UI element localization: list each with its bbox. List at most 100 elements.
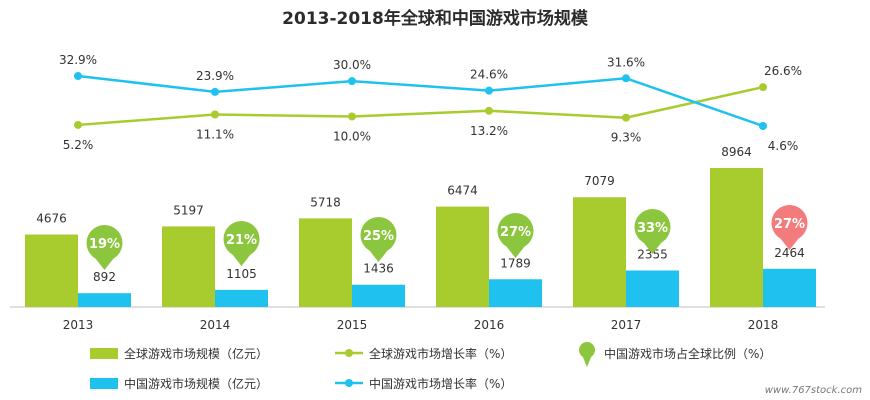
line-value-label: 13.2% <box>470 124 508 138</box>
line-point <box>759 122 767 130</box>
legend-label: 中国游戏市场增长率（%） <box>369 376 512 391</box>
bar <box>573 197 626 307</box>
x-tick-label: 2017 <box>611 318 642 332</box>
x-tick-label: 2013 <box>63 318 94 332</box>
line-point <box>211 110 219 119</box>
line-value-label: 10.0% <box>333 129 371 143</box>
line-point <box>348 77 356 86</box>
bar-value-label: 1105 <box>226 267 257 281</box>
share-bubble: 21% <box>223 221 260 266</box>
legend-item: 中国游戏市场占全球比例（%） <box>579 342 771 367</box>
bar <box>763 268 816 307</box>
line-value-label: 31.6% <box>607 55 645 69</box>
share-bubble-label: 27% <box>774 217 805 232</box>
line-point <box>485 86 493 95</box>
bar-value-label: 892 <box>93 270 116 284</box>
legend-swatch <box>90 348 118 359</box>
share-bubble-label: 27% <box>500 225 531 240</box>
bubble-circle <box>579 342 595 358</box>
bubble-tail <box>94 257 115 270</box>
x-tick-label: 2018 <box>748 318 779 332</box>
bar-value-label: 6474 <box>447 184 478 198</box>
bubble-circle <box>634 209 671 245</box>
legend-item: 中国游戏市场增长率（%） <box>335 376 512 391</box>
x-tick-label: 2016 <box>474 318 505 332</box>
legend-item: 中国游戏市场规模（亿元） <box>90 376 268 391</box>
series-line <box>77 85 764 127</box>
bubble-tail <box>505 245 526 258</box>
series-line <box>77 74 764 128</box>
bar <box>436 206 489 307</box>
chart-title: 2013-2018年全球和中国游戏市场规模 <box>282 8 589 29</box>
line-point <box>348 112 356 121</box>
bubble-tail <box>368 249 389 262</box>
bubble-circle <box>360 217 397 253</box>
bubble-tail <box>582 356 592 367</box>
share-bubble: 19% <box>86 225 123 270</box>
bar-value-label: 5718 <box>310 195 341 209</box>
line-value-label: 9.3% <box>611 131 642 145</box>
bar <box>162 226 215 307</box>
bubble-tail <box>642 241 663 254</box>
line-point <box>74 120 82 129</box>
legend-swatch <box>90 378 118 389</box>
line-value-label: 24.6% <box>470 68 508 82</box>
line-value-label: 26.6% <box>764 64 802 78</box>
share-bubble: 27% <box>771 205 808 250</box>
legend-line-marker <box>345 379 353 387</box>
legend-item: 全球游戏市场增长率（%） <box>335 346 512 361</box>
line-value-label: 11.1% <box>196 128 234 142</box>
line-point <box>485 106 493 115</box>
share-bubble-label: 19% <box>89 237 120 252</box>
bar-value-label: 2355 <box>637 247 668 261</box>
legend-label: 全球游戏市场规模（亿元） <box>124 346 268 361</box>
line-value-label: 5.2% <box>63 138 94 152</box>
bar-value-label: 7079 <box>584 174 615 188</box>
legend-bubble-swatch <box>579 342 595 367</box>
line-point <box>74 72 82 80</box>
bar-value-label: 1789 <box>500 256 531 270</box>
bar-value-label: 2464 <box>774 246 805 260</box>
bar <box>352 284 405 307</box>
bar-value-label: 1436 <box>363 262 394 276</box>
bar <box>25 234 78 307</box>
line-value-label: 23.9% <box>196 69 234 83</box>
bar <box>626 270 679 307</box>
legend-label: 中国游戏市场规模（亿元） <box>124 376 268 391</box>
bar <box>710 168 763 307</box>
share-bubble-label: 33% <box>637 221 668 236</box>
bar <box>215 289 268 307</box>
legend: 全球游戏市场规模（亿元） 全球游戏市场增长率（%） 中国游戏市场占全球比例（%） 中国… <box>90 342 771 391</box>
bar <box>78 293 131 307</box>
share-bubble: 25% <box>360 217 397 262</box>
share-bubble-label: 25% <box>363 229 394 244</box>
bar <box>299 218 352 307</box>
bubble-circle <box>86 225 123 261</box>
bubble-circle <box>223 221 260 257</box>
legend-item: 全球游戏市场规模（亿元） <box>90 346 268 361</box>
line-point <box>622 113 630 122</box>
line-value-label: 30.0% <box>333 58 371 72</box>
line-point <box>622 74 630 83</box>
line-value-label: 32.9% <box>59 53 97 67</box>
bubble-circle <box>771 205 808 241</box>
bar-value-label: 4676 <box>36 211 67 225</box>
share-bubble: 27% <box>497 213 534 258</box>
x-tick-label: 2014 <box>200 318 231 332</box>
line-point <box>211 87 219 96</box>
plot-area: 4676 892 2013 5197 1105 2014 5718 1436 2015 6474 1… <box>10 53 825 332</box>
watermark: www.767stock.com <box>765 385 862 396</box>
bubble-circle <box>497 213 534 249</box>
line-point <box>759 83 767 92</box>
legend-line-marker <box>345 349 353 357</box>
legend-label: 全球游戏市场增长率（%） <box>369 346 512 361</box>
legend-label: 中国游戏市场占全球比例（%） <box>604 346 771 361</box>
bar <box>489 279 542 307</box>
share-bubble: 33% <box>634 209 671 254</box>
x-tick-label: 2015 <box>337 318 368 332</box>
bar-value-label: 8964 <box>721 145 752 159</box>
line-value-label: 4.6% <box>768 139 799 153</box>
share-bubble-label: 21% <box>226 233 257 248</box>
bar-value-label: 5197 <box>173 203 204 217</box>
